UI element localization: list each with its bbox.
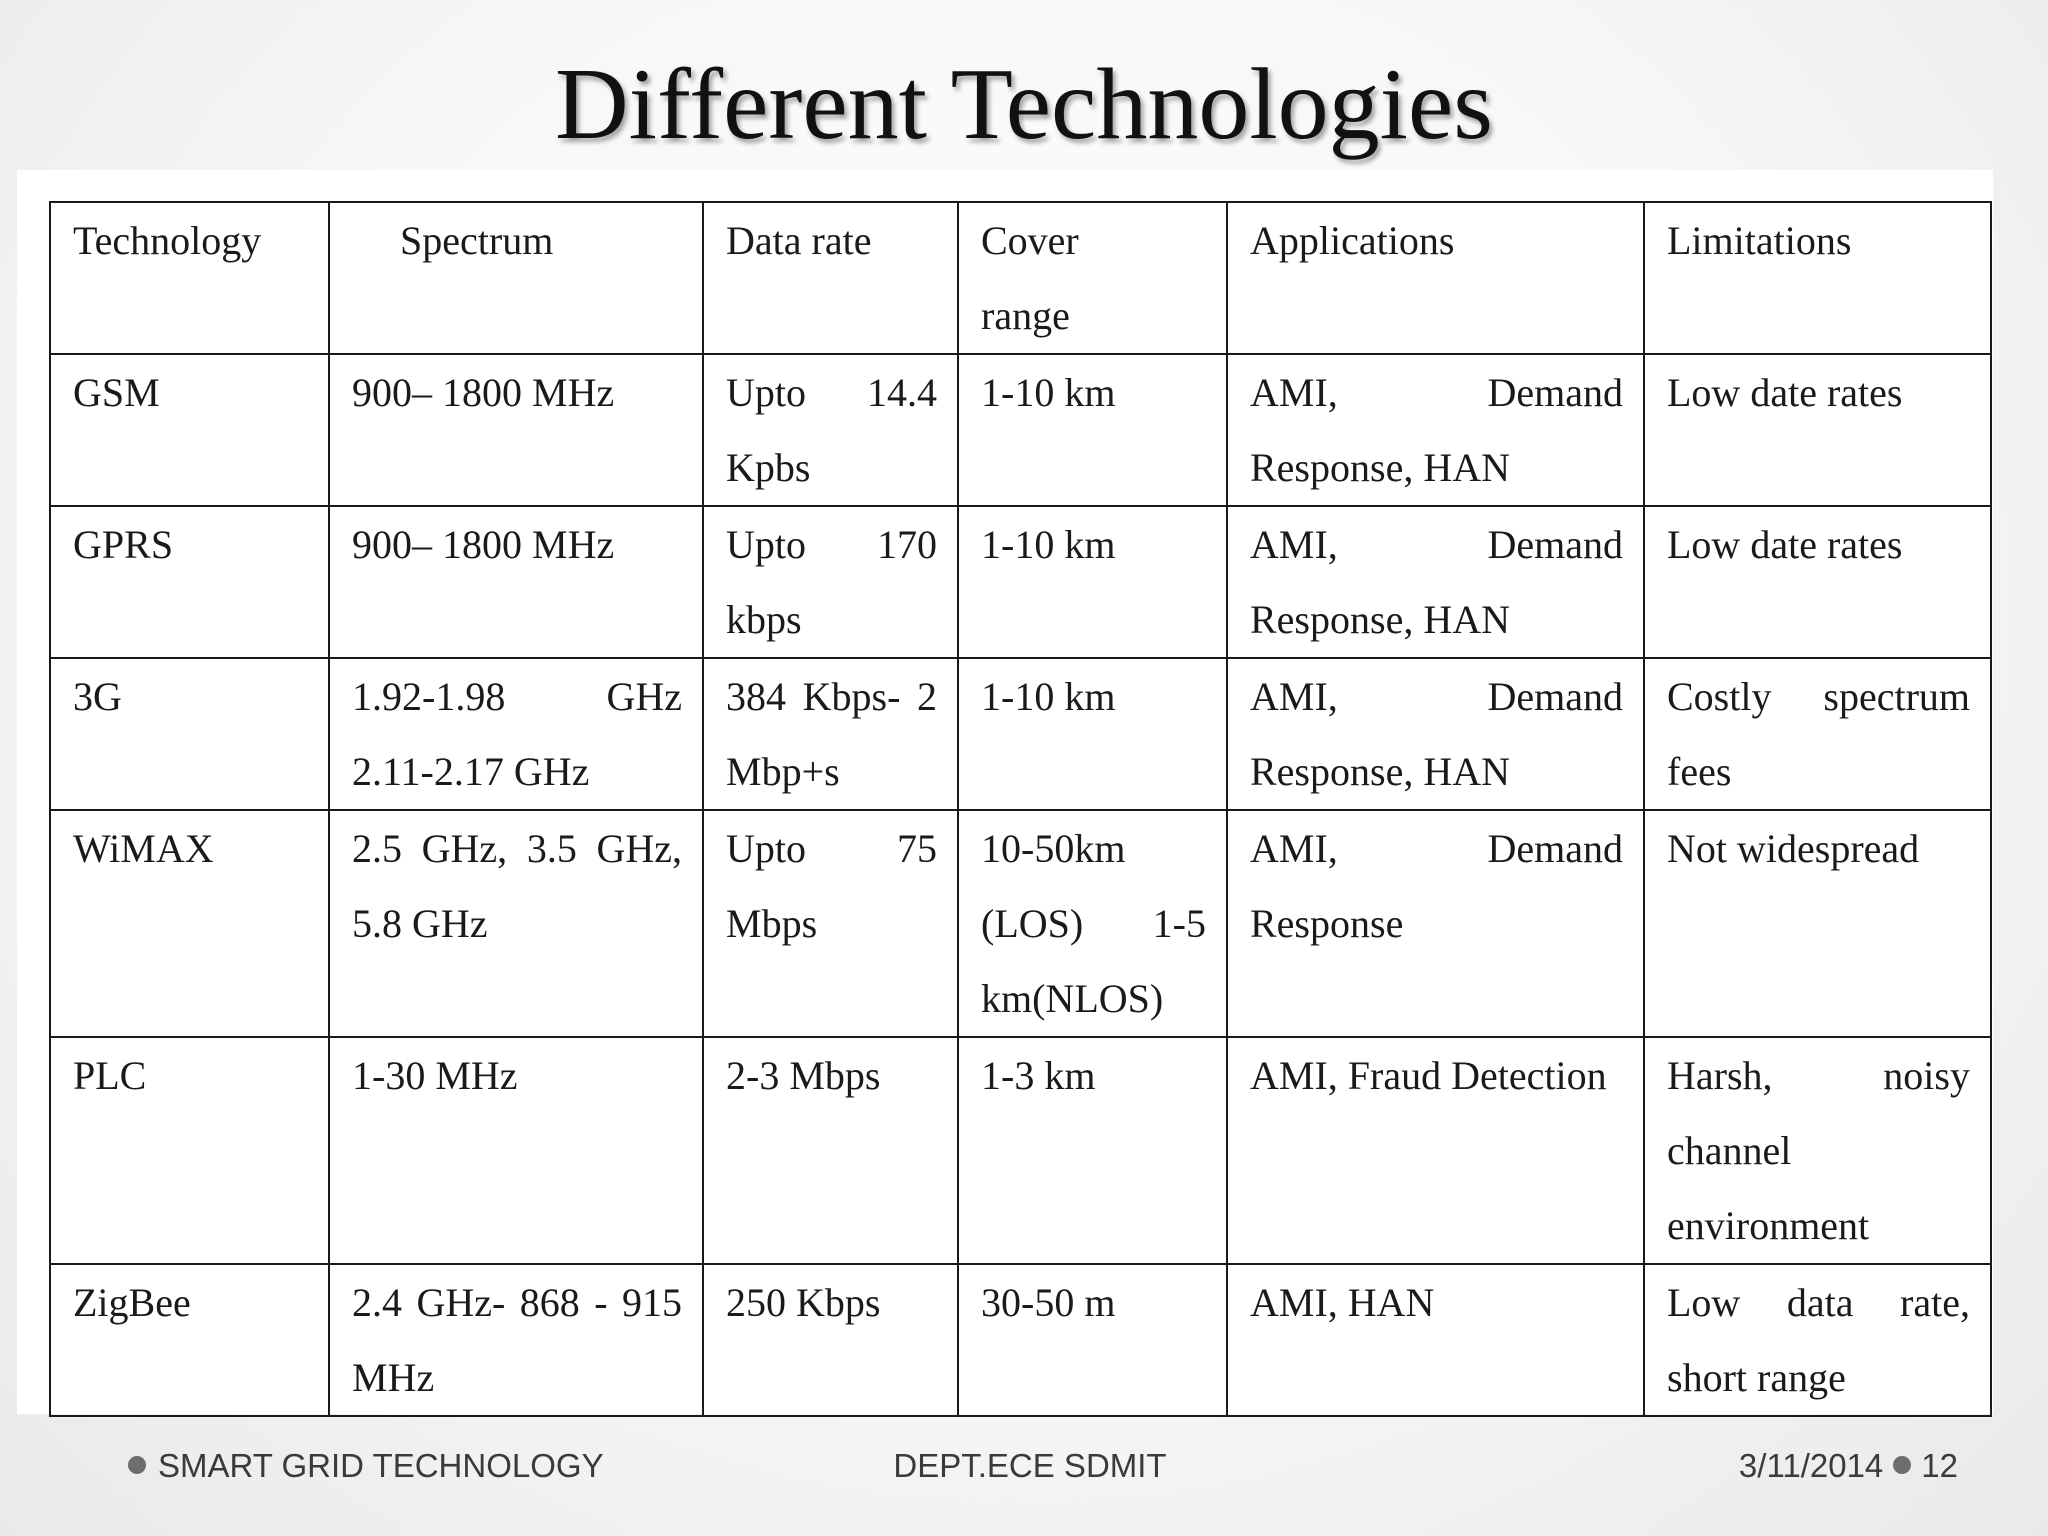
cell-cover-range: 1-3 km xyxy=(957,1036,1228,1265)
cell-limitations: Harsh, noisy channel environment xyxy=(1643,1036,1992,1265)
cell-spectrum: 900– 1800 MHz xyxy=(328,353,704,507)
footer-bullet-icon xyxy=(1893,1456,1912,1475)
cell-applications: AMI, HAN xyxy=(1226,1263,1645,1417)
cell-spectrum: 900– 1800 MHz xyxy=(328,505,704,659)
table-row-zigbee: ZigBee 2.4 GHz- 868 - 915 MHz 250 Kbps 3… xyxy=(49,1263,1992,1417)
footer-course-title: SMART GRID TECHNOLOGY xyxy=(158,1447,604,1484)
table-row-gsm: GSM 900– 1800 MHz Upto 14.4 Kpbs 1-10 km… xyxy=(49,353,1992,507)
cell-cover-range: 1-10 km xyxy=(957,657,1228,811)
table-row-gprs: GPRS 900– 1800 MHz Upto 170 kbps 1-10 km… xyxy=(49,505,1992,659)
cell-technology: PLC xyxy=(49,1036,330,1265)
cell-data-rate: Upto 14.4 Kpbs xyxy=(702,353,959,507)
cell-limitations: Low date rates xyxy=(1643,353,1992,507)
technology-comparison-table: Technology Spectrum Data rate Cover rang… xyxy=(49,201,1992,1417)
cell-applications: AMI, Demand Response, HAN xyxy=(1226,657,1645,811)
table-row-3g: 3G 1.92-1.98 GHz 2.11-2.17 GHz 384 Kbps-… xyxy=(49,657,1992,811)
cell-applications: AMI, Demand Response xyxy=(1226,809,1645,1038)
cell-data-rate: Upto 75 Mbps xyxy=(702,809,959,1038)
cell-limitations: Costly spectrum fees xyxy=(1643,657,1992,811)
cell-limitations: Not widespread xyxy=(1643,809,1992,1038)
slide-title: Different Technologies xyxy=(555,48,1493,161)
cell-data-rate: 250 Kbps xyxy=(702,1263,959,1417)
cell-technology: ZigBee xyxy=(49,1263,330,1417)
cell-spectrum: 2.4 GHz- 868 - 915 MHz xyxy=(328,1263,704,1417)
cell-technology: WiMAX xyxy=(49,809,330,1038)
cell-cover-range: 10-50km (LOS) 1-5 km(NLOS) xyxy=(957,809,1228,1038)
cell-data-rate: 2-3 Mbps xyxy=(702,1036,959,1265)
cell-data-rate: 384 Kbps- 2 Mbp+s xyxy=(702,657,959,811)
cell-applications: AMI, Fraud Detection xyxy=(1226,1036,1645,1265)
cell-limitations: Low data rate, short range xyxy=(1643,1263,1992,1417)
footer-bullet-icon xyxy=(128,1456,146,1475)
cell-applications: AMI, Demand Response, HAN xyxy=(1226,505,1645,659)
cell-applications: AMI, Demand Response, HAN xyxy=(1226,353,1645,507)
header-applications: Applications xyxy=(1226,201,1645,355)
table-header-row: Technology Spectrum Data rate Cover rang… xyxy=(49,201,1992,355)
header-limitations: Limitations xyxy=(1643,201,1992,355)
cell-spectrum: 2.5 GHz, 3.5 GHz, 5.8 GHz xyxy=(328,809,704,1038)
table-row-plc: PLC 1-30 MHz 2-3 Mbps 1-3 km AMI, Fraud … xyxy=(49,1036,1992,1265)
table-row-wimax: WiMAX 2.5 GHz, 3.5 GHz, 5.8 GHz Upto 75 … xyxy=(49,809,1992,1038)
cell-spectrum: 1-30 MHz xyxy=(328,1036,704,1265)
footer-date: 3/11/2014 xyxy=(1738,1447,1884,1484)
cell-limitations: Low date rates xyxy=(1643,505,1992,659)
header-technology: Technology xyxy=(49,201,330,355)
footer-left: SMART GRID TECHNOLOGY xyxy=(128,1442,604,1490)
header-cover-range: Cover range xyxy=(957,201,1228,355)
cell-cover-range: 1-10 km xyxy=(957,505,1228,659)
cell-data-rate: Upto 170 kbps xyxy=(702,505,959,659)
table-panel: Technology Spectrum Data rate Cover rang… xyxy=(17,170,1993,1417)
header-data-rate: Data rate xyxy=(702,201,959,355)
cell-spectrum: 1.92-1.98 GHz 2.11-2.17 GHz xyxy=(328,657,704,811)
cell-cover-range: 30-50 m xyxy=(957,1263,1228,1417)
footer-right: 3/11/2014 12 xyxy=(1739,1442,1958,1490)
cell-technology: GPRS xyxy=(49,505,330,659)
cell-cover-range: 1-10 km xyxy=(957,353,1228,507)
header-spectrum: Spectrum xyxy=(328,201,704,355)
footer-department: DEPT.ECE SDMIT xyxy=(893,1447,1167,1484)
slide-number: 12 xyxy=(1921,1447,1958,1484)
cell-technology: 3G xyxy=(49,657,330,811)
cell-technology: GSM xyxy=(49,353,330,507)
